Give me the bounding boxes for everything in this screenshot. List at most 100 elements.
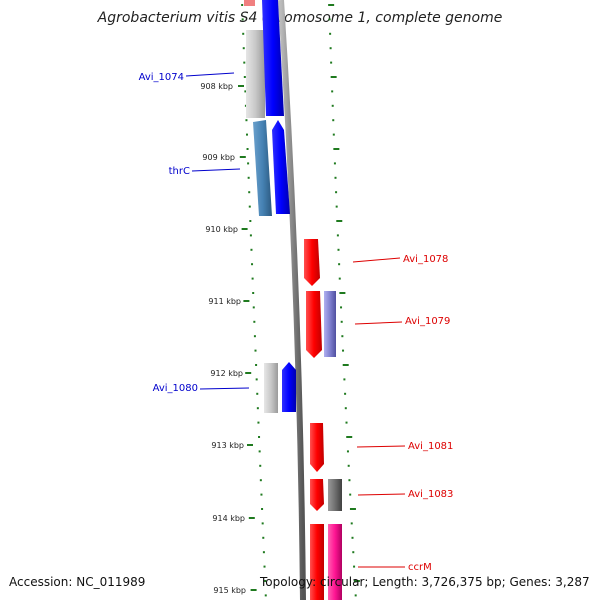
tick-mark [259, 479, 262, 482]
tick-mark [336, 220, 343, 222]
tick-mark [247, 176, 250, 179]
tick-mark [246, 148, 249, 150]
tick-mark [263, 565, 266, 568]
tick-mark [347, 464, 350, 467]
gene-feature[interactable] [324, 291, 336, 357]
reverse-features [304, 239, 342, 600]
tick-mark [253, 335, 256, 338]
tick-mark [243, 61, 246, 64]
gene-feature[interactable] [310, 524, 324, 600]
tick-mark [250, 248, 253, 251]
tick-mark [257, 421, 260, 424]
tick-mark [330, 61, 333, 64]
tick-mark [351, 536, 354, 539]
gene-feature[interactable] [282, 362, 296, 412]
tick-mark [252, 292, 255, 294]
tick-mark [335, 191, 338, 194]
kbp-label: 911 kbp [208, 297, 241, 306]
gene-label-avi-1081[interactable]: Avi_1081 [408, 441, 453, 452]
tick-mark [338, 263, 341, 266]
tick-mark [346, 436, 353, 438]
tick-mark [330, 76, 337, 78]
tick-mark [242, 47, 245, 50]
tick-mark [344, 392, 347, 395]
tick-mark [264, 580, 267, 582]
kbp-tick-marks [238, 85, 257, 591]
tick-mark [244, 104, 247, 107]
gene-feature[interactable] [310, 479, 324, 511]
gene-label-avi-1074[interactable]: Avi_1074 [139, 72, 184, 83]
tick-mark [258, 450, 261, 453]
tick-mark [338, 277, 341, 280]
tick-mark [249, 220, 252, 222]
tick-mark [253, 320, 256, 323]
tick-mark [249, 234, 252, 237]
gene-feature[interactable] [328, 524, 342, 600]
tick-mark [241, 18, 244, 21]
gene-feature[interactable] [244, 0, 255, 6]
gene-label-leaders [185, 72, 406, 568]
genome-backbone [278, 0, 306, 600]
tick-mark [337, 248, 340, 251]
kbp-label: 912 kbp [210, 369, 243, 378]
tick-mark [328, 4, 335, 6]
gene-feature[interactable] [272, 120, 290, 214]
kbp-label: 913 kbp [211, 441, 244, 450]
tick-mark [256, 407, 259, 410]
gene-feature[interactable] [246, 30, 265, 118]
tick-mark [247, 162, 250, 165]
genome-summary: Topology: circular; Length: 3,726,375 bp… [260, 575, 590, 589]
tick-mark [354, 594, 357, 597]
kbp-label: 914 kbp [212, 514, 245, 523]
gene-feature[interactable] [264, 363, 278, 413]
tick-mark [260, 493, 263, 496]
tick-mark [344, 407, 347, 410]
tick-mark [245, 372, 252, 374]
tick-mark [245, 119, 248, 122]
gene-feature[interactable] [253, 120, 272, 216]
tick-mark [244, 90, 247, 93]
forward-features [244, 0, 296, 413]
tick-mark [248, 517, 255, 519]
tick-mark [346, 450, 349, 453]
gene-feature[interactable] [306, 291, 322, 358]
tick-mark [252, 306, 255, 309]
gene-label-avi-1078[interactable]: Avi_1078 [403, 254, 448, 265]
gene-label-avi-1083[interactable]: Avi_1083 [408, 489, 453, 500]
tick-mark [264, 594, 267, 597]
tick-mark [336, 234, 339, 237]
tick-mark [238, 85, 244, 87]
tick-mark [241, 4, 244, 6]
tick-mark [335, 205, 338, 208]
tick-mark [239, 156, 246, 158]
tick-mark [248, 205, 251, 208]
tick-mark [243, 300, 250, 302]
tick-mark [255, 364, 258, 366]
tick-mark [353, 580, 360, 582]
gene-feature[interactable] [328, 479, 342, 511]
gene-label-avi-1080[interactable]: Avi_1080 [153, 383, 198, 394]
tick-mark [254, 349, 257, 352]
gene-feature[interactable] [304, 239, 320, 286]
gene-label-avi-1079[interactable]: Avi_1079 [405, 316, 450, 327]
gene-label-thrc[interactable]: thrC [169, 166, 190, 177]
tick-mark [339, 292, 346, 294]
tick-mark [342, 364, 349, 366]
kbp-label: 910 kbp [205, 225, 238, 234]
kbp-label: 909 kbp [202, 153, 235, 162]
tick-mark [348, 479, 351, 482]
tick-mark [333, 162, 336, 165]
tick-mark [352, 551, 355, 554]
accession-label: Accession: NC_011989 [9, 575, 146, 589]
tick-mark [328, 18, 331, 21]
tick-mark [262, 536, 265, 539]
tick-mark [332, 133, 335, 136]
kbp-labels: 908 kbp 909 kbp 910 kbp 911 kbp 912 kbp … [200, 82, 246, 595]
gene-feature[interactable] [262, 0, 284, 116]
tick-mark [261, 522, 264, 525]
tick-mark [340, 320, 343, 323]
gene-label-ccrm[interactable]: ccrM [408, 562, 432, 573]
gene-feature[interactable] [310, 423, 324, 472]
tick-mark [350, 522, 353, 525]
